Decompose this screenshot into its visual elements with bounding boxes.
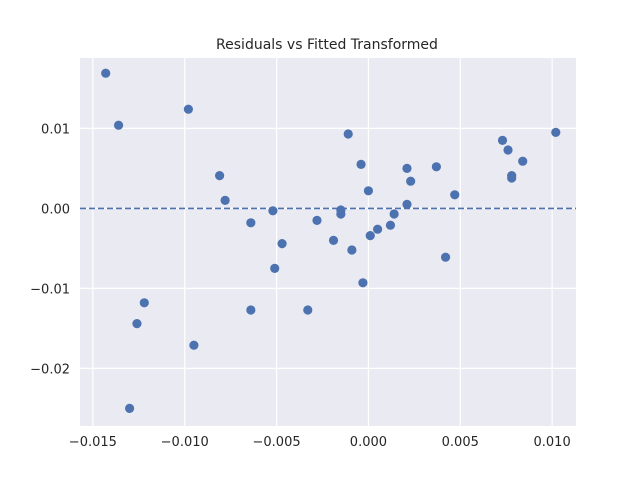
x-tick-label: 0.000: [350, 435, 387, 450]
data-point: [347, 245, 357, 255]
data-point: [246, 218, 256, 228]
data-point: [270, 263, 280, 273]
data-point: [312, 215, 322, 225]
data-points: [101, 68, 561, 413]
data-point: [406, 176, 416, 186]
data-point: [220, 195, 230, 205]
y-tick-label: 0.00: [41, 202, 70, 217]
data-point: [139, 298, 149, 308]
data-point: [402, 163, 412, 173]
data-point: [125, 403, 135, 413]
data-point: [277, 239, 287, 249]
data-point: [183, 104, 193, 114]
y-tick-label: −0.02: [30, 362, 70, 377]
data-point: [113, 120, 124, 130]
data-point: [336, 209, 346, 219]
data-point: [303, 305, 313, 315]
data-point: [431, 162, 441, 172]
chart-title: Residuals vs Fitted Transformed: [216, 37, 438, 53]
data-point: [132, 319, 142, 329]
data-point: [365, 231, 375, 241]
y-tick-labels: −0.02 −0.01 0.00 0.01: [30, 122, 70, 377]
data-point: [328, 235, 339, 245]
data-point: [246, 305, 256, 315]
data-point: [356, 159, 366, 169]
data-point: [189, 340, 199, 350]
plot-area: [80, 58, 576, 426]
data-point: [343, 129, 353, 139]
data-point: [503, 145, 513, 155]
x-tick-labels: −0.015 −0.010 −0.005 0.000 0.005 0.010: [69, 435, 571, 450]
data-point: [440, 252, 451, 262]
data-point: [497, 135, 508, 145]
data-point: [402, 199, 412, 209]
data-point: [450, 190, 460, 200]
y-tick-label: 0.01: [41, 122, 70, 137]
data-point: [389, 209, 399, 219]
data-point: [101, 68, 111, 78]
data-point: [551, 127, 561, 137]
x-tick-label: −0.005: [253, 435, 301, 450]
data-point: [363, 186, 374, 196]
data-point: [268, 206, 278, 216]
x-tick-label: −0.015: [69, 435, 117, 450]
x-tick-label: 0.005: [442, 435, 479, 450]
x-tick-label: 0.010: [534, 435, 571, 450]
data-point: [507, 173, 517, 183]
data-point: [518, 156, 528, 166]
data-point: [358, 278, 368, 288]
data-point: [373, 224, 383, 234]
data-point: [385, 220, 396, 230]
data-point: [215, 171, 225, 181]
x-tick-label: −0.010: [161, 435, 209, 450]
y-tick-label: −0.01: [30, 282, 70, 297]
